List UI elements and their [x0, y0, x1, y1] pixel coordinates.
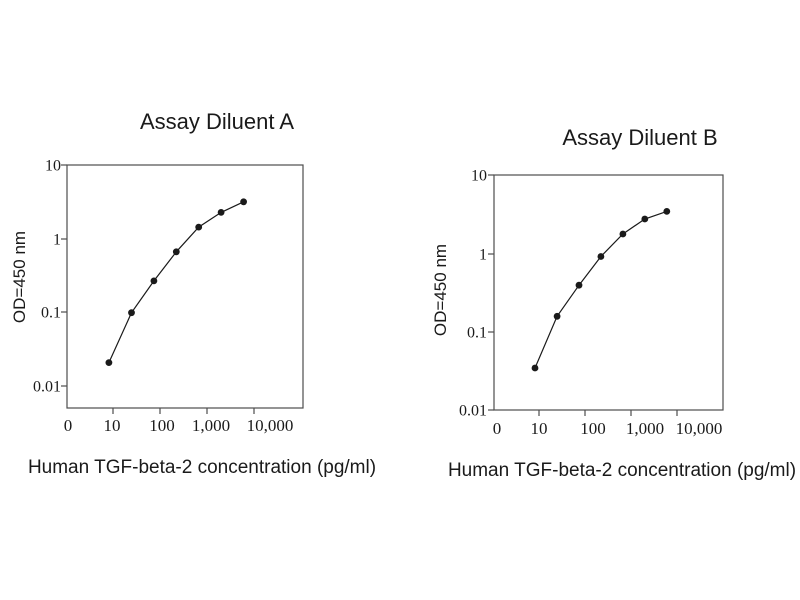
data-point [553, 312, 561, 320]
data-point [150, 277, 158, 285]
x-tick-label: 1,000 [192, 416, 230, 435]
plot-a: 10 1 0.1 0.01 0 10 100 1,000 10,000 [33, 158, 304, 435]
standard-curve-line-a [108, 201, 244, 363]
plot-frame-a [66, 164, 304, 409]
data-point [128, 309, 135, 317]
data-point [641, 215, 649, 223]
y-tick-label: 0.1 [41, 305, 61, 322]
plot-frame-b [493, 174, 724, 411]
y-tick-label: 1 [479, 247, 487, 264]
data-point [663, 208, 671, 215]
data-point [105, 359, 113, 366]
standard-curve-line-b [534, 210, 667, 369]
x-tick-label: 10 [104, 416, 121, 435]
x-tick-label: 1,000 [626, 419, 664, 438]
chart-title-b: Assay Diluent B [562, 125, 718, 150]
data-point [172, 248, 180, 256]
plot-b: 10 1 0.1 0.01 0 10 100 1,000 10,000 [459, 168, 724, 438]
x-tick-label: 0 [493, 419, 502, 438]
data-point [619, 230, 627, 238]
y-tick-label: 10 [45, 158, 61, 175]
data-point [195, 223, 203, 231]
y-tick-label: 10 [471, 168, 487, 185]
data-point [531, 364, 539, 372]
data-point [217, 209, 225, 216]
data-point [240, 198, 248, 206]
x-tick-label: 0 [64, 416, 73, 435]
x-tick-label: 100 [580, 419, 606, 438]
data-point [597, 253, 605, 260]
y-tick-label: 1 [53, 232, 61, 249]
data-point [575, 281, 583, 289]
y-tick-label: 0.1 [467, 325, 487, 342]
y-tick-label: 0.01 [459, 403, 487, 420]
x-tick-label: 100 [149, 416, 175, 435]
x-tick-label: 10 [531, 419, 548, 438]
x-tick-label: 10,000 [247, 416, 294, 435]
x-axis-title-b: Human TGF-beta-2 concentration (pg/ml) [447, 460, 797, 481]
y-tick-label: 0.01 [33, 379, 61, 396]
chart-title-a: Assay Diluent A [139, 109, 295, 134]
x-tick-label: 10,000 [676, 419, 723, 438]
x-axis-title-a: Human TGF-beta-2 concentration (pg/ml) [27, 457, 377, 478]
